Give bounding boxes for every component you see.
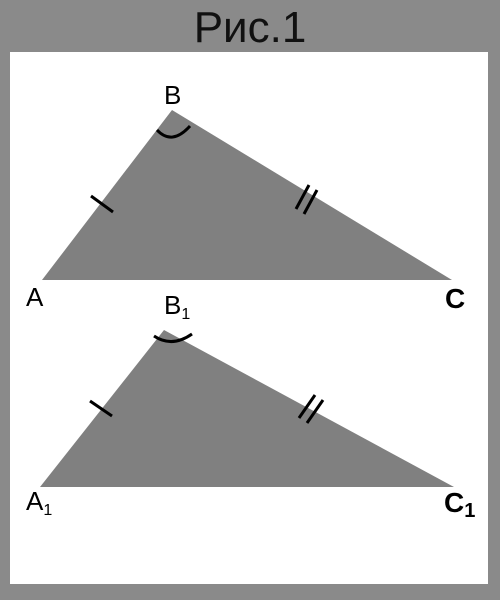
triangle-abc-shape [42, 110, 452, 280]
triangle-a1b1c1: A1 B1 C1 [26, 290, 475, 522]
vertex-a1-letter: A [26, 486, 44, 516]
diagram-canvas: A B C A1 B1 C1 [26, 80, 475, 522]
triangle-abc: A B C [26, 80, 465, 314]
vertex-c1-subscript: 1 [464, 500, 475, 522]
vertex-c-label: C [445, 283, 465, 314]
triangle-a1b1c1-shape [40, 330, 454, 487]
diagram-panel: A B C A1 B1 C1 [10, 52, 488, 584]
vertex-a-label: A [26, 282, 44, 312]
triangle-a1b1c1-angle-b1-arc [153, 332, 193, 343]
triangle-abc-angle-b-arc [155, 124, 192, 139]
vertex-b-label: B [164, 80, 181, 110]
vertex-b-letter: B [164, 80, 181, 110]
triangle-a1b1c1-side-bc-tick-1 [297, 394, 317, 419]
triangle-a1b1c1-side-ab-tick [89, 399, 113, 418]
figure-title: Рис.1 [193, 3, 307, 52]
triangle-abc-side-bc-tick-2 [302, 189, 319, 215]
vertex-b1-label: B1 [164, 290, 190, 323]
triangle-abc-side-ab-tick [90, 194, 114, 214]
vertex-c-letter: C [445, 283, 465, 314]
vertex-a-letter: A [26, 282, 44, 312]
triangle-abc-side-bc-tick-1 [294, 184, 311, 210]
triangle-a1b1c1-side-bc-tick-2 [305, 399, 325, 424]
vertex-c1-letter: C [444, 487, 464, 518]
vertex-a1-label: A1 [26, 486, 52, 519]
vertex-a1-subscript: 1 [43, 502, 52, 519]
vertex-b1-subscript: 1 [181, 306, 190, 323]
vertex-b1-letter: B [164, 290, 181, 320]
vertex-c1-label: C1 [444, 487, 475, 522]
